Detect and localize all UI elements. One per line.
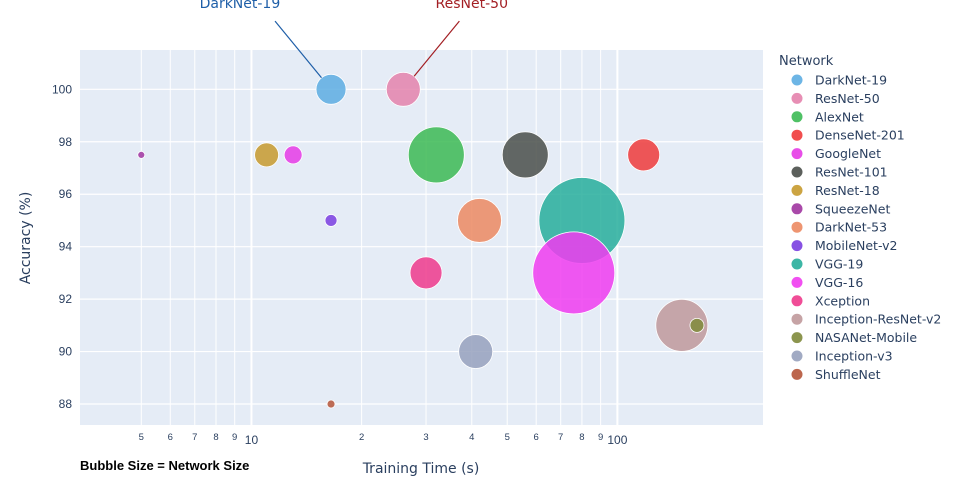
bubble-densenet-201[interactable]: DenseNet-201	[627, 138, 661, 172]
y-tick-label: 100	[52, 82, 72, 96]
bubble-shufflenet[interactable]: ShuffleNet	[326, 399, 336, 409]
bubble-darknet-19[interactable]: DarkNet-19	[315, 73, 347, 105]
x-tick-label: 6	[168, 432, 173, 443]
legend-marker-darknet-19[interactable]	[791, 74, 803, 86]
legend-marker-darknet-53[interactable]	[791, 221, 803, 233]
legend-marker-nasanet-mobile[interactable]	[791, 332, 803, 344]
bubble-size-note: Bubble Size = Network Size	[80, 458, 250, 473]
x-tick-label: 100	[607, 433, 627, 447]
legend-label-inception-resnet-v2[interactable]: Inception-ResNet-v2	[815, 312, 941, 327]
x-tick-label: 9	[232, 432, 237, 443]
bubble-xception[interactable]: Xception	[409, 256, 443, 290]
x-tick-label: 5	[139, 432, 144, 443]
y-tick-label: 88	[59, 397, 73, 411]
legend-label-googlenet[interactable]: GoogleNet	[815, 146, 881, 161]
legend-marker-alexnet[interactable]	[791, 111, 803, 123]
bubble-alexnet[interactable]: AlexNet	[407, 126, 465, 184]
legend-label-squeezenet[interactable]: SqueezeNet	[815, 201, 890, 216]
y-axis-title: Accuracy (%)	[18, 192, 34, 285]
x-tick-label: 10	[245, 433, 259, 447]
legend-marker-shufflenet[interactable]	[791, 368, 803, 380]
bubble-squeezenet[interactable]: SqueezeNet	[137, 150, 146, 159]
legend-label-alexnet[interactable]: AlexNet	[815, 109, 864, 124]
annotation-arrow	[413, 20, 460, 77]
legend-label-resnet-18[interactable]: ResNet-18	[815, 183, 880, 198]
bubble-googlenet[interactable]: GoogleNet	[283, 145, 303, 165]
x-tick-label: 4	[469, 432, 474, 443]
legend-marker-googlenet[interactable]	[791, 148, 803, 160]
bubble-darknet-53[interactable]: DarkNet-53	[457, 198, 502, 243]
legend-label-darknet-19[interactable]: DarkNet-19	[815, 73, 887, 88]
legend-marker-vgg-19[interactable]	[791, 258, 803, 270]
legend-label-inception-v3[interactable]: Inception-v3	[815, 349, 893, 364]
bubble-mobilenet-v2[interactable]: MobileNet-v2	[324, 214, 338, 227]
legend-marker-resnet-18[interactable]	[791, 184, 803, 196]
legend-label-xception[interactable]: Xception	[815, 293, 870, 308]
y-tick-label: 94	[59, 240, 73, 254]
legend-marker-inception-v3[interactable]	[791, 350, 803, 362]
legend-marker-vgg-16[interactable]	[791, 276, 803, 288]
legend-marker-resnet-50[interactable]	[791, 92, 803, 104]
x-axis-title: Training Time (s)	[362, 461, 480, 477]
x-tick-label: 8	[213, 432, 218, 443]
x-tick-label: 7	[192, 432, 197, 443]
bubble-resnet-101[interactable]: ResNet-101	[501, 131, 549, 179]
x-tick-label: 3	[423, 432, 428, 443]
legend-marker-squeezenet[interactable]	[791, 203, 803, 215]
legend-label-resnet-50[interactable]: ResNet-50	[815, 91, 880, 106]
legend-label-vgg-16[interactable]: VGG-16	[815, 275, 863, 290]
legend-label-nasanet-mobile[interactable]: NASANet-Mobile	[815, 330, 917, 345]
bubble-resnet-18[interactable]: ResNet-18	[254, 142, 279, 168]
y-tick-label: 92	[59, 292, 73, 306]
legend-marker-mobilenet-v2[interactable]	[791, 240, 803, 252]
x-tick-label: 7	[558, 432, 563, 443]
legend-marker-densenet-201[interactable]	[791, 129, 803, 141]
axis-ticks: 5 6 7 8 9 10 2 3 4 5 6 7 8 9 100 88 90 92 94 96 98 100	[52, 82, 628, 447]
legend-label-mobilenet-v2[interactable]: MobileNet-v2	[815, 238, 897, 253]
x-tick-label: 9	[598, 432, 603, 443]
bubble-vgg-16[interactable]: VGG-16	[532, 231, 616, 315]
y-tick-label: 98	[59, 135, 73, 149]
y-tick-label: 90	[59, 345, 73, 359]
annotation-label: ResNet-50	[436, 0, 508, 12]
bubble-inception-resnet-v2[interactable]: Inception-ResNet-v2	[655, 298, 709, 352]
annotation-label: DarkNet-19	[200, 0, 281, 12]
bubble-inception-v3[interactable]: Inception-v3	[458, 334, 494, 369]
x-tick-label: 2	[359, 432, 364, 443]
legend-label-resnet-101[interactable]: ResNet-101	[815, 165, 888, 180]
legend-label-densenet-201[interactable]: DenseNet-201	[815, 128, 905, 143]
legend-label-vgg-19[interactable]: VGG-19	[815, 257, 863, 272]
legend-label-darknet-53[interactable]: DarkNet-53	[815, 220, 887, 235]
bubble-nasanet-mobile[interactable]: NASANet-Mobile	[689, 317, 705, 333]
legend-label-shufflenet[interactable]: ShuffleNet	[815, 367, 881, 382]
legend-marker-inception-resnet-v2[interactable]	[791, 313, 803, 325]
legend-marker-resnet-101[interactable]	[791, 166, 803, 178]
bubbles: VGG-19VGG-16AlexNetInception-ResNet-v2Re…	[137, 71, 709, 409]
annotation-arrow	[274, 20, 322, 79]
plot-background	[80, 50, 763, 425]
legend-marker-xception[interactable]	[791, 295, 803, 307]
x-tick-label: 8	[579, 432, 584, 443]
annotations: DarkNet-19 ResNet-50	[200, 0, 508, 79]
bubble-resnet-50[interactable]: ResNet-50	[385, 71, 421, 107]
legend: Network DarkNet-19 ResNet-50 AlexNet DenseN…	[779, 54, 941, 382]
x-tick-label: 5	[505, 432, 510, 443]
y-tick-label: 96	[59, 187, 73, 201]
x-tick-label: 6	[534, 432, 539, 443]
legend-title: Network	[779, 54, 834, 69]
